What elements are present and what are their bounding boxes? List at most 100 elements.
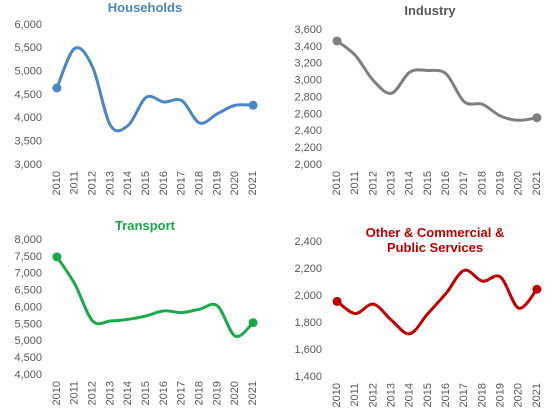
x-tick-label: 2012 — [367, 171, 379, 195]
chart-panel: 3,000 3,500 4,000 4,500 5,000 5,500 6,000 2010 2… — [0, 0, 280, 210]
x-tick-label: 2014 — [122, 171, 134, 195]
x-tick-label: 2018 — [476, 171, 488, 195]
chart-title: Other & Commercial & Public Services — [365, 225, 505, 255]
end-marker — [532, 284, 542, 294]
chart-title: Industry — [404, 3, 456, 18]
x-tick-label: 2017 — [176, 381, 188, 405]
x-tick-label: 2015 — [140, 381, 152, 405]
x-tick-label: 2016 — [158, 171, 170, 195]
x-tick-label: 2020 — [229, 171, 241, 195]
chart: 2,000 2,200 2,400 2,600 2,800 3,000 3,200 3,400… — [294, 24, 543, 196]
x-tick-label: 2019 — [494, 383, 506, 407]
x-tick-label: 2020 — [513, 383, 525, 407]
x-tick-label: 2015 — [422, 171, 434, 195]
x-tick-label: 2016 — [440, 171, 452, 195]
end-marker — [532, 113, 542, 123]
line — [335, 39, 539, 122]
y-tick-label: 2,200 — [294, 263, 322, 275]
x-tick-label: 2016 — [440, 383, 452, 407]
x-tick-label: 2011 — [349, 171, 361, 195]
y-tick-label: 6,000 — [14, 301, 42, 313]
y-tick-label: 5,500 — [14, 42, 42, 54]
x-tick-label: 2011 — [69, 381, 81, 405]
x-tick-label: 2013 — [104, 171, 116, 195]
y-tick-label: 3,400 — [294, 41, 322, 53]
y-tick-label: 4,500 — [14, 89, 42, 101]
chart: 1,400 1,600 1,800 2,000 2,200 2,400 2010 2011 20… — [294, 236, 543, 408]
y-tick-label: 4,000 — [14, 112, 42, 124]
x-tick-label: 2021 — [531, 383, 543, 407]
y-tick-label: 2,200 — [294, 142, 322, 154]
chart: 4,000 4,500 5,000 5,500 6,000 6,500 7,000 7,500… — [14, 234, 259, 406]
end-marker — [248, 318, 258, 328]
y-tick-label: 2,400 — [294, 125, 322, 137]
x-tick-label: 2017 — [458, 171, 470, 195]
x-tick-label: 2021 — [247, 171, 259, 195]
y-tick-label: 1,400 — [294, 371, 322, 383]
y-tick-label: 3,000 — [294, 75, 322, 87]
y-tick-label: 2,800 — [294, 91, 322, 103]
x-tick-label: 2016 — [158, 381, 170, 405]
y-tick-label: 3,600 — [294, 24, 322, 36]
x-tick-label: 2012 — [86, 171, 98, 195]
chart-title: Transport — [115, 218, 175, 233]
x-tick-label: 2019 — [211, 171, 223, 195]
end-marker — [248, 100, 258, 110]
x-tick-label: 2010 — [51, 381, 63, 405]
x-tick-label: 2019 — [494, 171, 506, 195]
x-tick-label: 2013 — [385, 171, 397, 195]
y-tick-label: 7,500 — [14, 251, 42, 263]
chart-panel: 4,000 4,500 5,000 5,500 6,000 6,500 7,000 7,500… — [0, 210, 280, 420]
end-marker — [332, 36, 342, 46]
x-tick-label: 2010 — [331, 383, 343, 407]
y-tick-label: 6,000 — [14, 19, 42, 31]
x-tick-label: 2014 — [404, 171, 416, 195]
x-tick-label: 2015 — [422, 383, 434, 407]
y-tick-label: 6,500 — [14, 285, 42, 297]
end-marker — [332, 296, 342, 306]
y-tick-label: 4,500 — [14, 352, 42, 364]
y-tick-label: 3,500 — [14, 136, 42, 148]
y-tick-label: 8,000 — [14, 234, 42, 246]
y-tick-label: 5,000 — [14, 335, 42, 347]
y-tick-label: 4,000 — [14, 369, 42, 381]
line — [55, 255, 255, 338]
line — [335, 268, 539, 336]
x-tick-label: 2020 — [229, 381, 241, 405]
y-tick-label: 1,800 — [294, 317, 322, 329]
x-tick-label: 2014 — [122, 381, 134, 405]
y-tick-label: 3,200 — [294, 58, 322, 70]
x-tick-label: 2020 — [513, 171, 525, 195]
x-tick-label: 2013 — [104, 381, 116, 405]
x-tick-label: 2017 — [176, 171, 188, 195]
x-tick-label: 2019 — [211, 381, 223, 405]
y-tick-label: 2,400 — [294, 236, 322, 248]
end-marker — [52, 83, 62, 93]
y-tick-label: 2,000 — [294, 159, 322, 171]
x-tick-label: 2018 — [193, 171, 205, 195]
x-tick-label: 2018 — [193, 381, 205, 405]
x-tick-label: 2010 — [51, 171, 63, 195]
x-tick-label: 2018 — [476, 383, 488, 407]
x-tick-label: 2013 — [385, 383, 397, 407]
x-tick-label: 2017 — [458, 383, 470, 407]
y-tick-label: 5,000 — [14, 66, 42, 78]
y-tick-label: 2,600 — [294, 108, 322, 120]
x-tick-label: 2011 — [349, 383, 361, 407]
end-marker — [52, 252, 62, 262]
x-tick-label: 2021 — [247, 381, 259, 405]
x-tick-label: 2011 — [69, 171, 81, 195]
line — [55, 46, 255, 133]
y-tick-label: 1,600 — [294, 344, 322, 356]
x-tick-label: 2015 — [140, 171, 152, 195]
y-tick-label: 5,500 — [14, 318, 42, 330]
x-tick-label: 2010 — [331, 171, 343, 195]
x-tick-label: 2012 — [367, 383, 379, 407]
y-tick-label: 3,000 — [14, 159, 42, 171]
chart-panel: 2,000 2,200 2,400 2,600 2,800 3,000 3,200 3,400… — [280, 0, 560, 210]
x-tick-label: 2021 — [531, 171, 543, 195]
y-tick-label: 7,000 — [14, 268, 42, 280]
y-tick-label: 2,000 — [294, 290, 322, 302]
x-tick-label: 2014 — [404, 383, 416, 407]
